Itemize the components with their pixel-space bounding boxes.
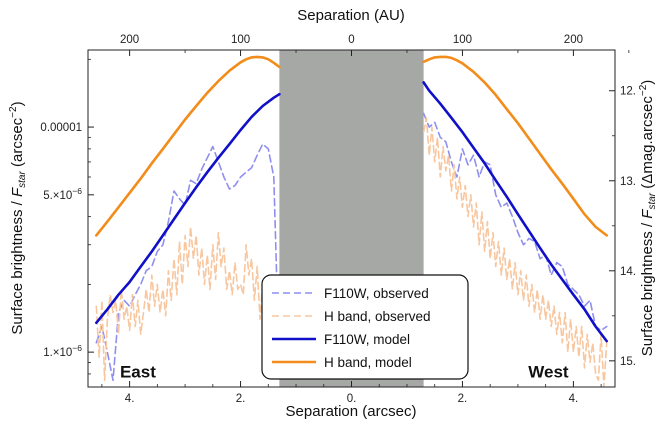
series-line-h-band-observed-west xyxy=(422,117,608,387)
y-right-tick-label: 13. xyxy=(620,176,636,188)
x-bottom-tick-label: 4. xyxy=(125,393,135,405)
top-axis-title: Separation (AU) xyxy=(297,7,405,24)
y-right-tick-label: 14. xyxy=(620,266,636,278)
y-left-tick-label: 5.×10−6 xyxy=(43,186,82,202)
right-axis-title: Surface brightness / Fstar (Δmag.arcsec−… xyxy=(638,80,658,357)
annotation-east: East xyxy=(120,363,156,382)
legend-label-h-band-observed: H band, observed xyxy=(324,309,431,324)
legend-label-f110w-model: F110W, model xyxy=(324,332,410,347)
x-top-tick-label: 200 xyxy=(120,34,139,46)
x-top-tick-label: 200 xyxy=(564,34,583,46)
x-bottom-tick-label: 2. xyxy=(458,393,468,405)
x-top-tick-label: 0 xyxy=(348,34,354,46)
series-line-f110w-observed-east xyxy=(95,143,278,382)
x-bottom-tick-label: 0. xyxy=(347,393,357,405)
y-right-tick-label: 15. xyxy=(620,356,636,368)
x-bottom-tick-label: 4. xyxy=(569,393,579,405)
left-axis-title: Surface brightness / Fstar (arcsec−2) xyxy=(8,101,28,334)
y-left-tick-label: 0.00001 xyxy=(40,122,82,134)
legend-label-f110w-observed: F110W, observed xyxy=(324,286,429,301)
series-line-h-band-observed-east xyxy=(95,226,278,382)
legend: F110W, observed H band, observed F110W, mo… xyxy=(261,274,469,380)
series-line-h-band-model-west xyxy=(422,55,609,237)
x-top-tick-label: 100 xyxy=(453,34,472,46)
series-line-f110w-observed-west xyxy=(422,112,608,332)
bottom-axis-title: Separation (arcsec) xyxy=(286,403,417,420)
series-line-f110w-model-east xyxy=(95,92,281,325)
x-bottom-tick-label: 2. xyxy=(236,393,246,405)
series-line-h-band-model-east xyxy=(95,55,281,237)
annotation-west: West xyxy=(528,363,569,382)
legend-label-h-band-model: H band, model xyxy=(324,355,412,370)
legend-box xyxy=(261,274,469,380)
series-line-f110w-model-west xyxy=(422,81,609,343)
y-right-tick-label: 12. xyxy=(620,86,636,98)
x-top-tick-label: 100 xyxy=(231,34,250,46)
y-left-tick-label: 1.×10−6 xyxy=(43,343,82,359)
